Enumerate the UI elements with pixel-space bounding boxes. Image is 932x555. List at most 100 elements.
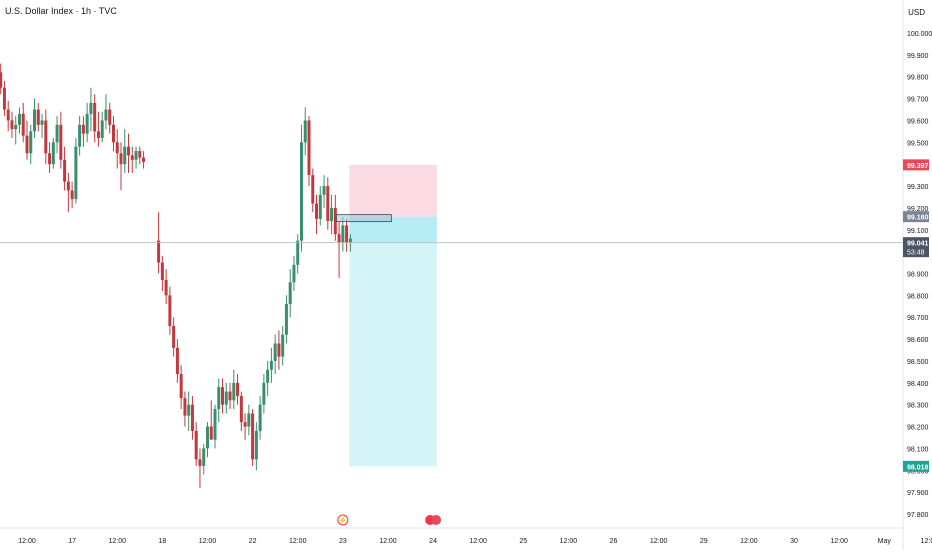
economic-event-icon[interactable] xyxy=(337,514,349,526)
candle-up xyxy=(299,142,303,241)
candle-down xyxy=(175,347,179,375)
candle-up xyxy=(247,413,251,427)
entry-marker[interactable] xyxy=(335,214,392,223)
x-tick-label: 12:00 xyxy=(199,538,217,545)
candle-down xyxy=(59,124,63,160)
target-price-tag: 98.018 xyxy=(907,464,929,471)
target-price-tag-bg xyxy=(903,460,929,472)
candle-up xyxy=(51,142,55,165)
candle-down xyxy=(228,391,232,401)
candle-down xyxy=(333,207,337,235)
y-tick-label: 97.800 xyxy=(907,512,929,519)
x-tick-label: 12:00 xyxy=(18,538,36,545)
candle-down xyxy=(277,343,281,357)
candle-up xyxy=(288,282,292,305)
candle-up xyxy=(262,382,266,405)
candle-down xyxy=(70,190,74,200)
x-tick-label: 23 xyxy=(339,538,347,545)
candle-down xyxy=(44,120,48,154)
candle-down xyxy=(6,109,10,121)
x-tick-label: 12:00 xyxy=(830,538,848,545)
entry-price-tag-bg xyxy=(903,211,929,223)
candle-up xyxy=(266,369,270,383)
x-tick-label: 12:00 xyxy=(469,538,487,545)
candle-down xyxy=(96,131,100,138)
candle-down xyxy=(221,387,225,405)
y-tick-label: 99.100 xyxy=(907,228,929,235)
candle-up xyxy=(85,113,89,134)
current-price-tag: 99.041 xyxy=(907,241,929,248)
candle-down xyxy=(198,459,202,466)
candle-down xyxy=(315,203,319,219)
candle-down xyxy=(345,225,349,243)
candle-up xyxy=(330,207,334,222)
candle-up xyxy=(74,146,78,200)
candle-down xyxy=(48,153,52,165)
y-tick-label: 97.900 xyxy=(907,490,929,497)
y-tick-label: 98.200 xyxy=(907,425,929,432)
candle-up xyxy=(284,304,288,335)
candle-up xyxy=(269,360,273,370)
y-tick-label: 99.600 xyxy=(907,118,929,125)
candle-up xyxy=(322,186,326,195)
candle-up xyxy=(33,109,37,132)
candle-down xyxy=(164,280,168,296)
x-tick-label: 18 xyxy=(158,538,166,545)
x-tick-label: 24 xyxy=(429,538,437,545)
candle-down xyxy=(10,120,14,130)
x-tick-label: 25 xyxy=(519,538,527,545)
candle-down xyxy=(307,120,311,176)
x-tick-label: 17 xyxy=(68,538,76,545)
candle-up xyxy=(258,404,262,431)
lightning-icon: ⚡ xyxy=(338,515,348,525)
y-tick-label: 98.600 xyxy=(907,337,929,344)
candle-down xyxy=(326,186,330,222)
x-tick-label: 12:00 xyxy=(108,538,126,545)
candle-down xyxy=(251,413,255,460)
y-tick-label: 98.300 xyxy=(907,403,929,410)
candle-up xyxy=(187,404,191,416)
candle-down xyxy=(243,422,247,427)
x-tick-label: 12:00 xyxy=(379,538,397,545)
price-countdown: 53:48 xyxy=(907,250,925,257)
candle-up xyxy=(273,343,277,361)
candle-up xyxy=(213,409,217,440)
candle-down xyxy=(81,124,85,134)
flag-event-icon-2[interactable] xyxy=(431,515,442,525)
stop-price-tag-bg xyxy=(903,159,929,171)
candle-down xyxy=(108,109,112,125)
candle-up xyxy=(296,240,300,265)
candle-up xyxy=(224,391,228,405)
take-profit-zone[interactable] xyxy=(349,216,437,467)
candle-down xyxy=(194,430,198,460)
candle-up xyxy=(29,131,33,154)
y-tick-label: 100.000 xyxy=(907,31,932,38)
candle-up xyxy=(303,120,307,143)
currency-label: USD xyxy=(908,8,925,17)
candle-up xyxy=(104,109,108,121)
stop-loss-zone[interactable] xyxy=(349,164,437,217)
candle-down xyxy=(63,159,67,182)
candle-down xyxy=(25,135,29,154)
candle-down xyxy=(130,155,134,160)
candle-down xyxy=(157,240,161,263)
candle-down xyxy=(142,157,146,162)
y-tick-label: 98.400 xyxy=(907,381,929,388)
x-tick-label: 22 xyxy=(249,538,257,545)
y-tick-label: 99.500 xyxy=(907,140,929,147)
candle-down xyxy=(160,262,164,281)
candle-down xyxy=(138,151,142,158)
y-tick-label: 99.900 xyxy=(907,53,929,60)
candle-up xyxy=(100,120,104,138)
candle-up xyxy=(123,146,127,165)
candle-down xyxy=(36,109,40,125)
candle-down xyxy=(111,124,115,143)
candle-up xyxy=(281,334,285,357)
y-tick-label: 98.500 xyxy=(907,359,929,366)
y-tick-label: 98.700 xyxy=(907,315,929,322)
y-tick-label: 99.700 xyxy=(907,97,929,104)
candle-down xyxy=(0,72,3,88)
candle-down xyxy=(209,426,213,440)
